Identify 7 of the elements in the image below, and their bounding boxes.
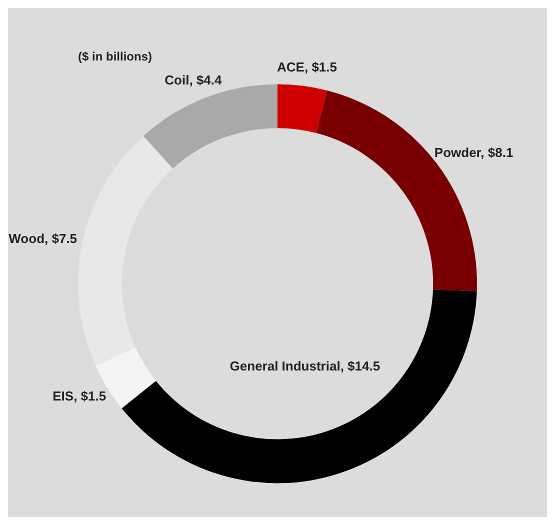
slice-label: EIS, $1.5 [52,388,106,404]
slice-label: Powder, $8.1 [434,145,514,160]
slice-label: ACE, $1.5 [277,59,338,74]
slice-label: Coil, $4.4 [164,72,222,88]
slice-label: Wood, $7.5 [8,230,78,246]
slice-label: General Industrial, $14.5 [230,358,380,374]
chart-title: ($ in billions) [78,50,152,64]
